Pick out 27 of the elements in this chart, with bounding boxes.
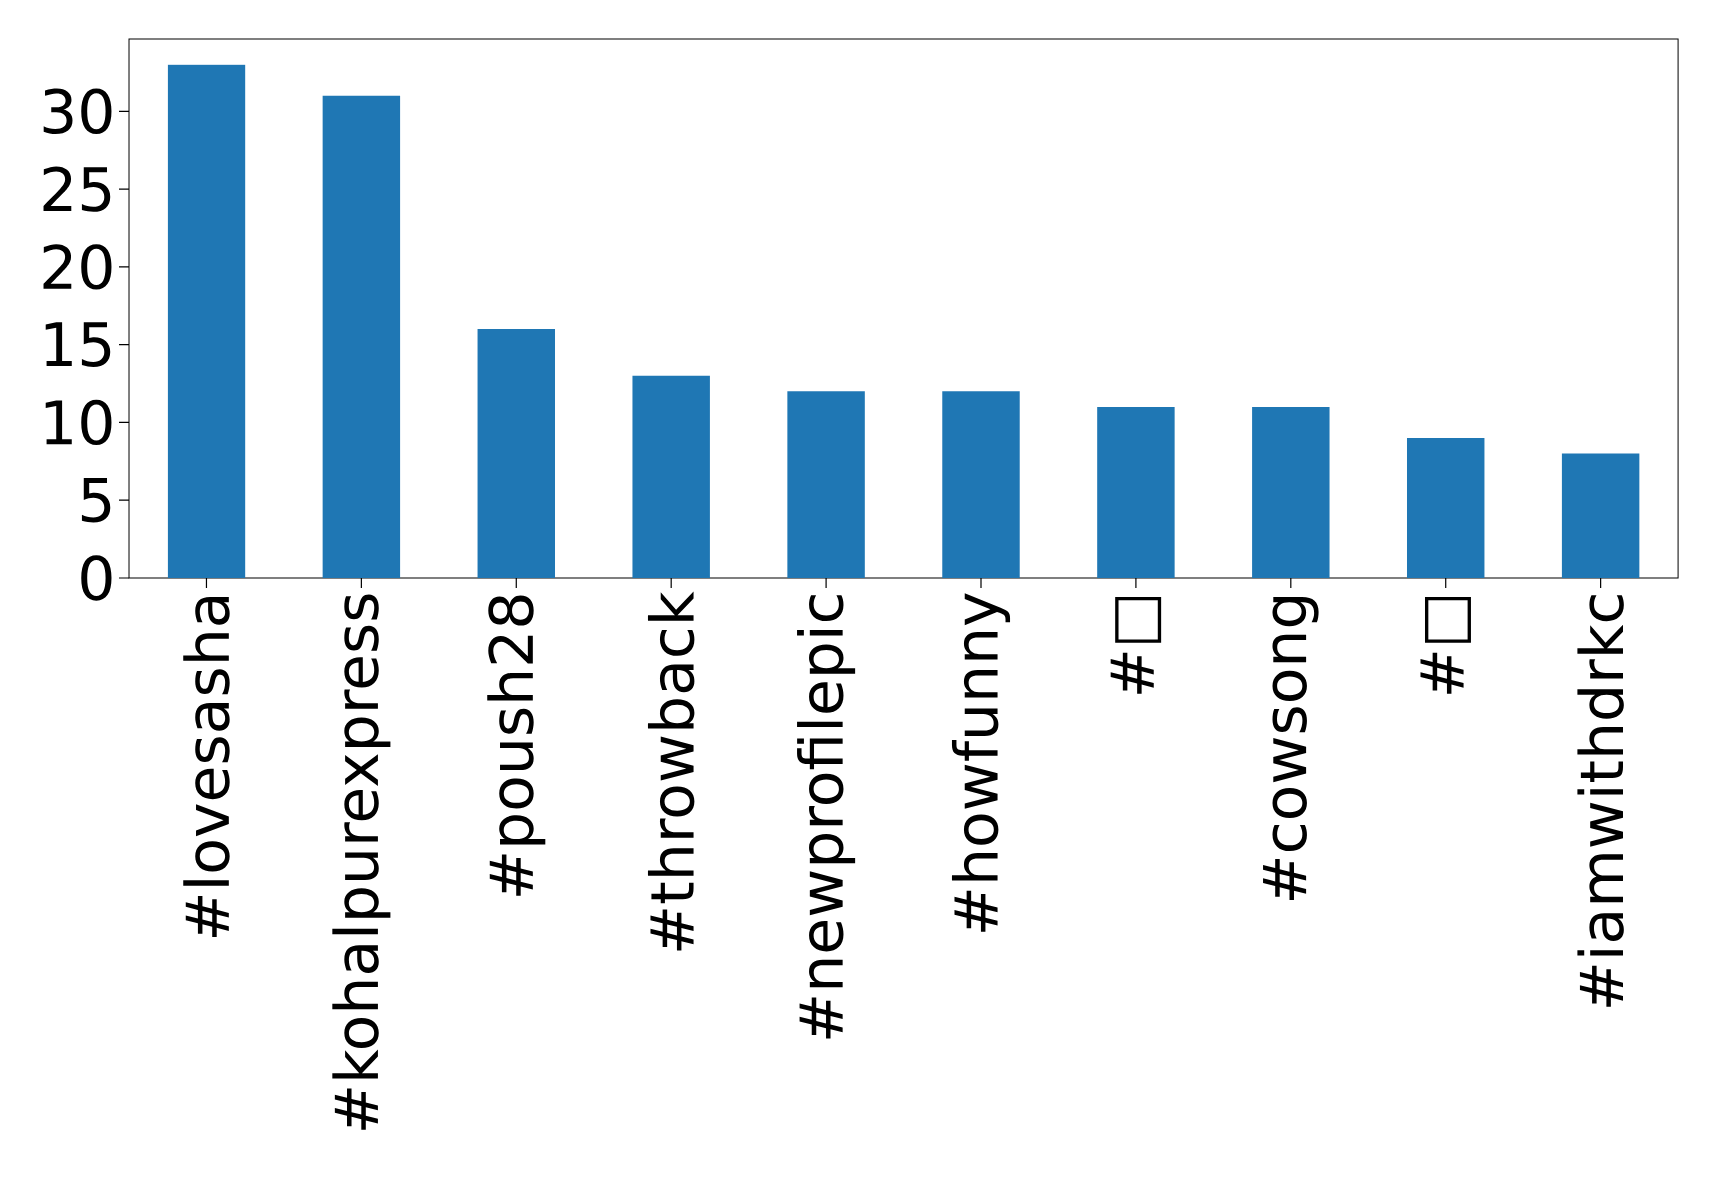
x-tick-label: #kohalpurexpress: [332, 594, 391, 1130]
bar: [632, 375, 710, 578]
bar: [322, 95, 401, 578]
x-tick-label: #throwback: [647, 591, 695, 951]
bar: [1407, 437, 1485, 578]
bar: [1097, 406, 1175, 578]
bar: [942, 391, 1020, 578]
y-tick-label: 0: [81, 555, 112, 601]
y-tick-label: 30: [43, 88, 112, 135]
x-tick-label: #poush28: [487, 595, 546, 896]
x-tick-label: #□: [1110, 596, 1162, 694]
bar: [787, 391, 865, 578]
x-tick-label: #newprofilepic: [797, 595, 856, 1039]
x-tick-label: #howfunny: [951, 593, 1011, 932]
bar: [477, 329, 556, 578]
x-tick-label: #cowsong: [1263, 596, 1319, 901]
x-tick-label: #lovesasha: [183, 596, 230, 938]
y-tick-label: 25: [43, 166, 111, 212]
bar: [1561, 453, 1640, 578]
y-tick-label: 5: [81, 477, 111, 523]
y-tick-label: 20: [43, 244, 112, 290]
bar: [167, 64, 246, 578]
x-tick-label: #iamwithdrkc: [1577, 595, 1624, 1007]
bar: [1252, 406, 1330, 578]
y-tick-label: 15: [45, 322, 111, 367]
y-tick-label: 10: [45, 399, 112, 446]
x-tick-label: #□: [1420, 596, 1471, 694]
